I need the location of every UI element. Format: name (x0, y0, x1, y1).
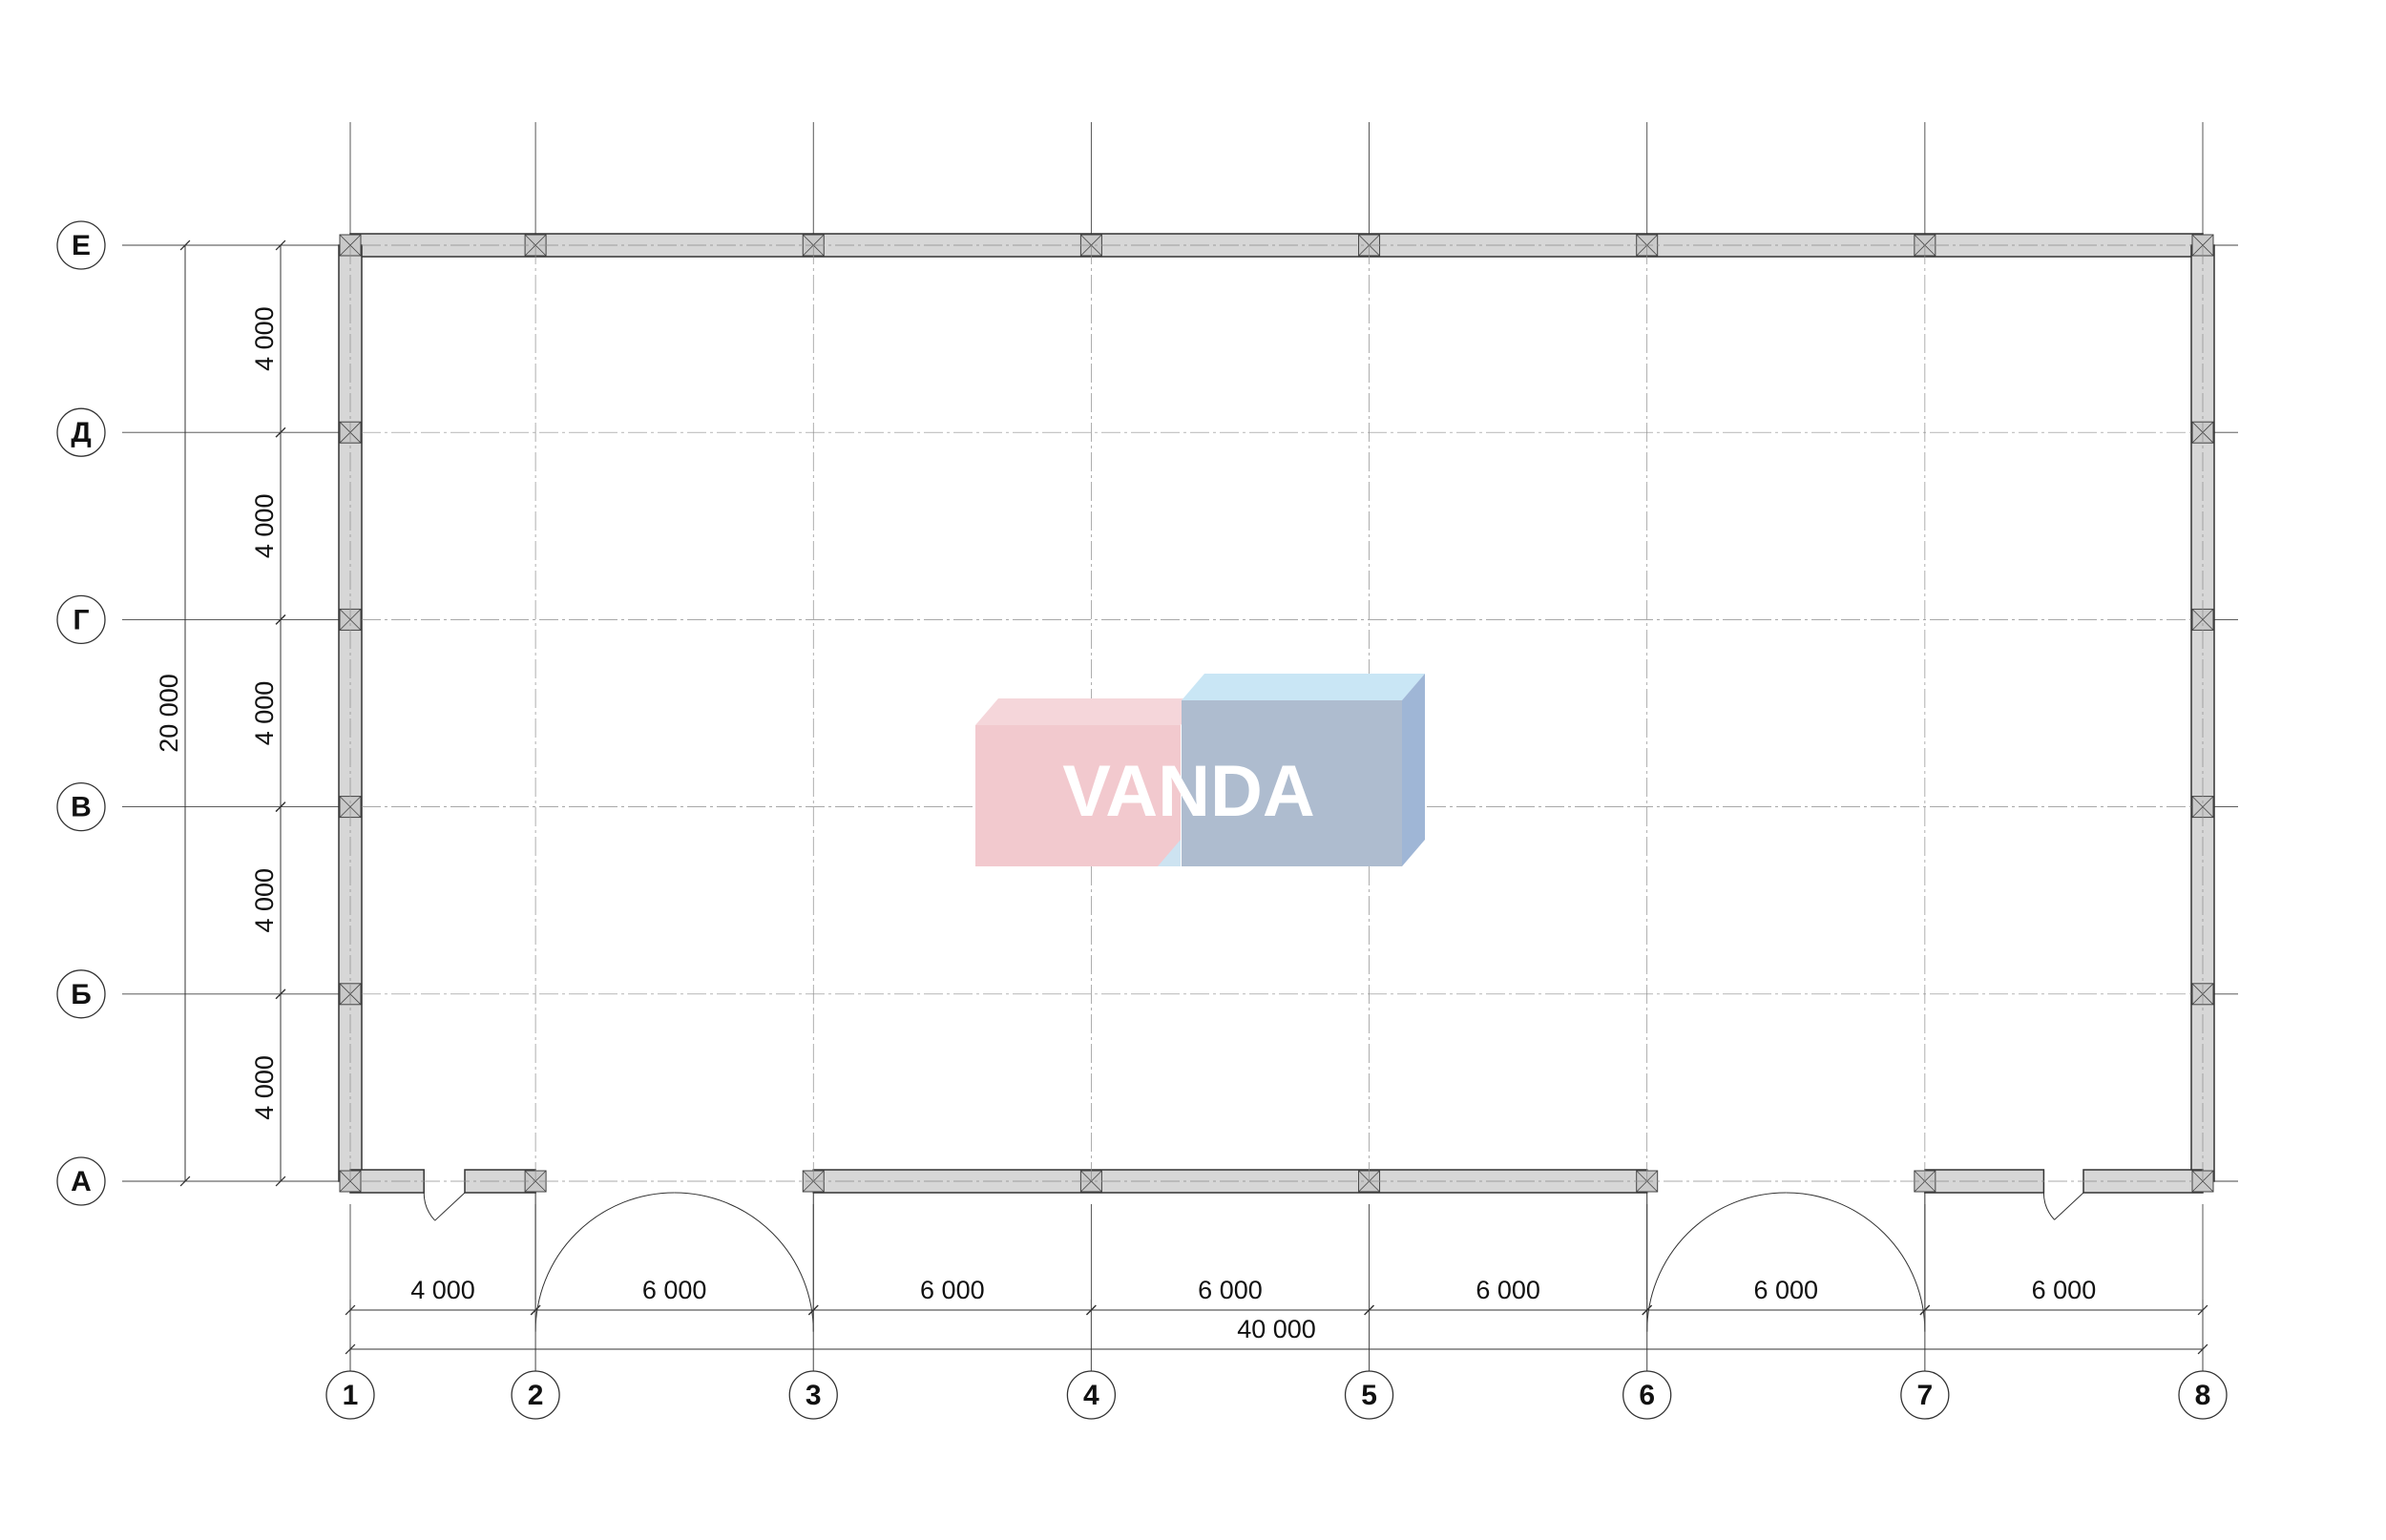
svg-text:Д: Д (71, 417, 91, 448)
svg-text:8: 8 (2195, 1380, 2211, 1411)
svg-text:А: А (71, 1166, 92, 1197)
svg-text:VANDA: VANDA (1062, 751, 1315, 832)
svg-text:40 000: 40 000 (1237, 1315, 1316, 1343)
svg-text:6 000: 6 000 (1753, 1276, 1818, 1304)
svg-text:20 000: 20 000 (155, 674, 183, 753)
svg-text:2: 2 (528, 1380, 544, 1411)
svg-text:В: В (71, 792, 92, 823)
svg-text:6 000: 6 000 (920, 1276, 985, 1304)
svg-text:4 000: 4 000 (410, 1276, 475, 1304)
svg-text:1: 1 (343, 1380, 359, 1411)
svg-text:4 000: 4 000 (250, 868, 279, 933)
svg-text:Е: Е (72, 230, 91, 261)
svg-text:6 000: 6 000 (1476, 1276, 1540, 1304)
svg-text:7: 7 (1917, 1380, 1934, 1411)
svg-text:Г: Г (73, 604, 89, 635)
svg-text:4 000: 4 000 (250, 1055, 279, 1120)
svg-text:4 000: 4 000 (250, 306, 279, 371)
svg-text:5: 5 (1361, 1380, 1377, 1411)
svg-text:6: 6 (1639, 1380, 1655, 1411)
svg-text:4 000: 4 000 (250, 494, 279, 559)
svg-text:3: 3 (806, 1380, 822, 1411)
svg-text:4 000: 4 000 (250, 681, 279, 746)
svg-text:4: 4 (1083, 1380, 1099, 1411)
svg-text:6 000: 6 000 (2032, 1276, 2097, 1304)
svg-text:6 000: 6 000 (1198, 1276, 1263, 1304)
svg-text:6 000: 6 000 (642, 1276, 707, 1304)
svg-text:Б: Б (71, 979, 92, 1010)
